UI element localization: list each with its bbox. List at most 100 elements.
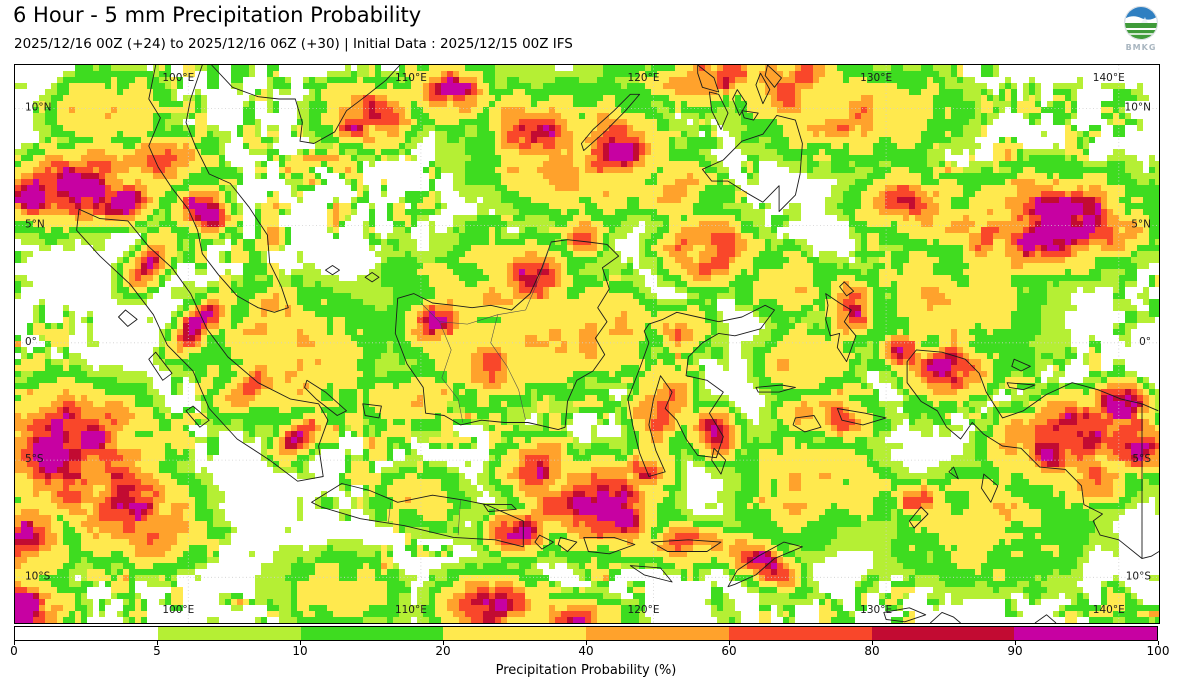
- bmkg-logo-icon: [1123, 5, 1159, 41]
- coastline: [118, 309, 138, 327]
- coastline: [148, 351, 173, 381]
- colorbar-label: Precipitation Probability (%): [495, 663, 677, 678]
- coastline: [185, 405, 210, 428]
- bmkg-logo: BMKG: [1118, 3, 1164, 55]
- coastline: [1141, 551, 1159, 559]
- axis-label: 110°E: [395, 604, 427, 616]
- axis-label: 110°E: [395, 72, 427, 84]
- coastline: [755, 384, 796, 393]
- coastline: [732, 89, 748, 116]
- axis-label: 0°: [25, 336, 37, 348]
- coastline: [311, 483, 524, 548]
- coastline: [148, 65, 289, 313]
- coastline: [583, 536, 636, 555]
- precipitation-probability-map: 100°E 100°E 110°E 110°E 120°E 120°E 130°E 130°E…: [15, 65, 1159, 623]
- coastline: [394, 239, 620, 431]
- colorbar-segment-3: [443, 627, 586, 640]
- coastline: [755, 72, 771, 105]
- axis-label: 140°E: [1093, 604, 1125, 616]
- coastline: [627, 304, 775, 477]
- colorbar-segment-7: [1014, 627, 1157, 640]
- precip-region-40: [15, 65, 1159, 623]
- admin-border: [490, 314, 526, 421]
- axis-label: 5°N: [1131, 219, 1151, 231]
- coastline: [883, 607, 927, 623]
- axis-label: 130°E: [860, 604, 892, 616]
- coastline: [650, 539, 722, 552]
- precip-region-90: [15, 77, 1149, 623]
- coastline: [929, 611, 961, 623]
- axis-label: 5°S: [1132, 453, 1151, 465]
- precip-region-10: [15, 65, 1159, 623]
- colorbar-tick-label: 80: [864, 644, 880, 658]
- colorbar-tick-label: 5: [153, 644, 161, 658]
- colorbar-tick-mark: [1158, 641, 1159, 645]
- colorbar-tick-mark: [1015, 641, 1016, 645]
- coastline: [948, 466, 959, 480]
- map-frame: 100°E 100°E 110°E 110°E 120°E 120°E 130°E 130°E…: [14, 64, 1160, 624]
- coastline: [727, 541, 803, 588]
- axis-label: 10°N: [1125, 101, 1151, 113]
- coastline: [708, 91, 729, 130]
- admin-border: [388, 502, 391, 524]
- colorbar-tick-mark: [586, 641, 587, 645]
- coastline: [711, 447, 727, 475]
- coastline: [1034, 614, 1057, 623]
- colorbar-tick-label: 60: [721, 644, 737, 658]
- coastline: [557, 536, 578, 552]
- colorbar-segment-4: [586, 627, 729, 640]
- coastline: [362, 403, 382, 419]
- colorbar-tick-label: 0: [10, 644, 18, 658]
- axis-label: 0°: [1139, 336, 1151, 348]
- coastline: [839, 281, 855, 297]
- axis-label: 140°E: [1093, 72, 1125, 84]
- page-title: 6 Hour - 5 mm Precipitation Probability: [13, 3, 422, 27]
- colorbar-segment-6: [871, 627, 1015, 640]
- coastline: [325, 265, 340, 276]
- colorbar-tick-mark: [14, 641, 15, 645]
- coastline: [76, 208, 329, 482]
- coastline: [825, 293, 857, 363]
- coastline: [483, 504, 517, 513]
- coastline: [629, 565, 673, 583]
- colorbar-tick-mark: [872, 641, 873, 645]
- colorbar-tick-mark: [729, 641, 730, 645]
- coastline: [836, 408, 887, 426]
- colorbar-tick-label: 10: [292, 644, 308, 658]
- axis-label: 10°S: [1126, 570, 1152, 582]
- colorbar-tick-label: 40: [578, 644, 594, 658]
- coastline: [908, 506, 929, 529]
- axis-label: 100°E: [162, 72, 194, 84]
- coastline: [580, 93, 641, 152]
- coastline: [764, 65, 782, 88]
- colorbar-tick-label: 100: [1146, 644, 1170, 658]
- coastline: [1006, 382, 1036, 391]
- admin-border: [457, 499, 461, 536]
- coastline: [304, 379, 347, 416]
- page-subtitle: 2025/12/16 00Z (+24) to 2025/12/16 06Z (…: [14, 36, 573, 52]
- coastline: [741, 110, 759, 121]
- axis-label: 5°N: [25, 219, 45, 231]
- coastline: [906, 349, 1143, 559]
- axis-label: 10°S: [25, 570, 51, 582]
- axis-label: 100°E: [162, 604, 194, 616]
- coastline: [1141, 403, 1159, 412]
- axis-label: 130°E: [860, 72, 892, 84]
- coastline: [1011, 358, 1031, 372]
- coastline: [364, 272, 380, 283]
- colorbar-tick-mark: [157, 641, 158, 645]
- colorbar-segment-5: [728, 627, 872, 640]
- bmkg-logo-label: BMKG: [1125, 43, 1157, 52]
- coastline: [211, 65, 401, 144]
- axis-label: 120°E: [628, 604, 660, 616]
- colorbar: [14, 626, 1158, 641]
- coastline: [701, 114, 803, 212]
- coastline: [697, 65, 720, 93]
- colorbar-ticks: 0 5 10 20 40 60 80 90 100: [10, 641, 1169, 659]
- coastline: [534, 534, 554, 550]
- axis-label: 120°E: [628, 72, 660, 84]
- axis-label: 10°N: [25, 101, 51, 113]
- colorbar-segment-2: [300, 627, 444, 640]
- colorbar-segment-0: [15, 627, 158, 640]
